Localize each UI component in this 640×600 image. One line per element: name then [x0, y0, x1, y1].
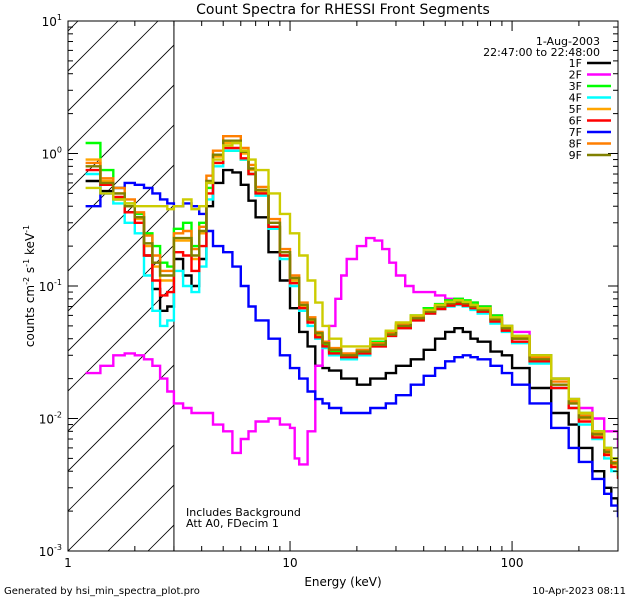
series-layer: [85, 135, 618, 518]
y-tick-label: 10-2: [39, 411, 62, 427]
annotation-background: Includes Background: [186, 506, 301, 519]
axis-ticks: 1 10 100 10-3 10-2 10-1 100 101: [39, 13, 619, 570]
series-line-6: [85, 181, 618, 518]
y-tick-label: 100: [42, 146, 62, 162]
legend-time-range: 22:47:00 to 22:48:00: [483, 46, 600, 59]
footer-date: 10-Apr-2023 08:11: [532, 586, 626, 597]
y-tick-label: 10-3: [39, 543, 62, 559]
legend-date: 1-Aug-2003: [536, 35, 600, 48]
y-tick-label: 101: [42, 13, 62, 29]
x-tick-label: 1: [64, 556, 72, 570]
legend-label: 5F: [569, 103, 582, 116]
legend-label: 3F: [569, 80, 582, 93]
legend-label: 2F: [569, 69, 582, 82]
legend-label: 8F: [569, 138, 582, 151]
x-axis-label: Energy (keV): [304, 575, 381, 589]
x-tick-label: 100: [501, 556, 524, 570]
legend-label: 1F: [569, 57, 582, 70]
chart-title: Count Spectra for RHESSI Front Segments: [196, 2, 490, 18]
annotation-attenuator: Att A0, FDecim 1: [186, 517, 279, 530]
y-tick-label: 10-1: [39, 278, 62, 294]
legend-label: 4F: [569, 92, 582, 105]
footer-generated-by: Generated by hsi_min_spectra_plot.pro: [4, 586, 200, 597]
series-line-9: [85, 141, 618, 472]
legend-label: 7F: [569, 126, 582, 139]
legend-label: 6F: [569, 115, 582, 128]
y-axis-label: counts cm-2 s-1 keV-1: [22, 225, 37, 347]
legend-label: 9F: [569, 149, 582, 162]
x-tick-label: 10: [282, 556, 297, 570]
